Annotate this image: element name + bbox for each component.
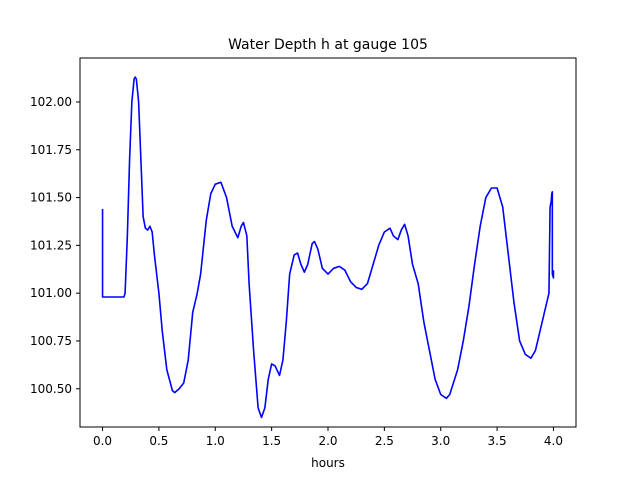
y-tick-label: 101.25	[30, 238, 72, 252]
x-tick-label: 3.5	[488, 434, 507, 448]
x-tick-label: 0.5	[149, 434, 168, 448]
x-axis-label: hours	[311, 456, 345, 470]
y-tick-label: 101.00	[30, 286, 72, 300]
series-line	[101, 76, 555, 419]
x-tick-label: 2.5	[375, 434, 394, 448]
x-tick-label: 1.5	[262, 434, 281, 448]
x-tick-label: 1.0	[206, 434, 225, 448]
x-tick-label: 0.0	[93, 434, 112, 448]
y-tick-label: 100.75	[30, 334, 72, 348]
y-tick-label: 100.50	[30, 382, 72, 396]
y-tick-label: 102.00	[30, 95, 72, 109]
x-tick-label: 4.0	[544, 434, 563, 448]
plot-frame	[79, 57, 577, 428]
x-axis: 0.0 0.5 1.0 1.5 2.0 2.5 3.0 3.5 4.0	[93, 427, 563, 448]
x-tick-label: 2.0	[318, 434, 337, 448]
y-tick-label: 101.75	[30, 143, 72, 157]
y-tick-label: 101.50	[30, 191, 72, 205]
y-axis: 100.50 100.75 101.00 101.25 101.50 101.75 102.…	[30, 95, 80, 396]
x-tick-label: 3.0	[431, 434, 450, 448]
chart-title: Water Depth h at gauge 105	[228, 37, 428, 53]
plot-area	[79, 57, 577, 428]
